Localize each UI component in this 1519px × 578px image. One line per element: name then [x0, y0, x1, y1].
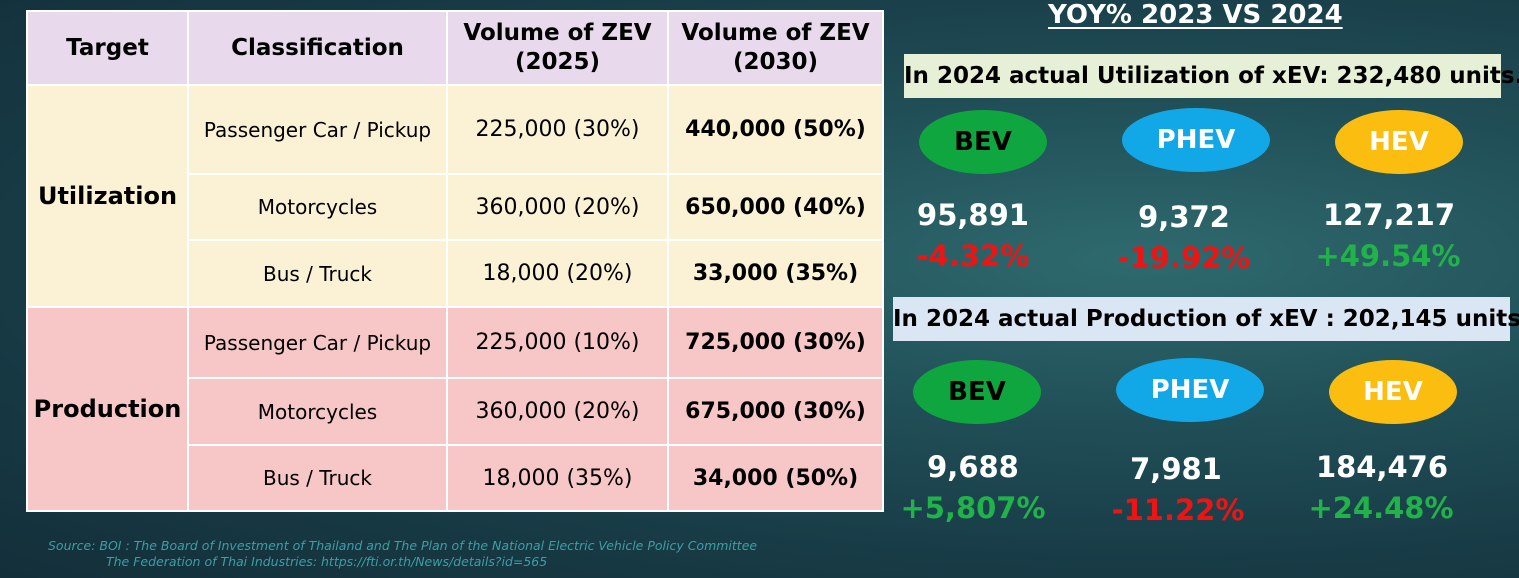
production-phev-pill: PHEV [1116, 358, 1264, 422]
table-row: Production Passenger Car / Pickup 225,00… [26, 306, 884, 512]
volume-2025-cell: 18,000 (20%) [446, 239, 669, 308]
volume-2025-cell: 18,000 (35%) [446, 444, 669, 512]
utilization-bev-value: 95,891 [917, 198, 1029, 232]
volume-2025-cell: 360,000 (20%) [446, 377, 669, 446]
classification-cell: Passenger Car / Pickup [187, 306, 448, 379]
target-production: Production [26, 306, 189, 512]
volume-2030-cell: 34,000 (50%) [667, 444, 884, 512]
volume-2030-cell: 33,000 (35%) [667, 239, 884, 308]
production-section: Production Passenger Car / Pickup 225,00… [26, 306, 884, 512]
production-hev-change: +24.48% [1308, 491, 1454, 525]
target-utilization: Utilization [26, 84, 189, 308]
volume-2025-cell: 360,000 (20%) [446, 173, 669, 241]
production-bev-change: +5,807% [900, 491, 1046, 525]
utilization-banner: In 2024 actual Utilization of xEV: 232,4… [904, 54, 1519, 98]
source-line-1: Source: BOI : The Board of Investment of… [48, 538, 758, 553]
volume-2030-cell: 725,000 (30%) [667, 306, 884, 379]
utilization-bev-pill: BEV [919, 110, 1047, 174]
production-phev-value: 7,981 [1130, 452, 1222, 486]
header-volume-2025: Volume of ZEV (2025) [446, 10, 669, 86]
table-row: Motorcycles 360,000 (20%) 650,000 (40%) [27, 173, 884, 241]
table-row: Motorcycles 360,000 (20%) 675,000 (30%) [27, 377, 884, 446]
utilization-phev-pill: PHEV [1122, 108, 1270, 172]
header-classification: Classification [187, 10, 448, 86]
volume-2030-cell: 650,000 (40%) [667, 173, 884, 241]
volume-2025-cell: 225,000 (10%) [446, 306, 669, 379]
table-row: Bus / Truck 18,000 (20%) 33,000 (35%) [27, 239, 884, 308]
utilization-phev-value: 9,372 [1138, 200, 1230, 234]
utilization-hev-value: 127,217 [1322, 198, 1456, 232]
classification-cell: Bus / Truck [187, 239, 448, 308]
classification-cell: Motorcycles [187, 173, 448, 241]
classification-cell: Passenger Car / Pickup [187, 84, 448, 175]
header-target: Target [26, 10, 189, 86]
zev-targets-table: Target Classification Volume of ZEV (202… [26, 10, 884, 512]
production-bev-pill: BEV [913, 360, 1041, 424]
classification-cell: Bus / Truck [187, 444, 448, 512]
utilization-section: Utilization Passenger Car / Pickup 225,0… [26, 84, 884, 308]
utilization-hev-change: +49.54% [1315, 239, 1461, 273]
source-note: Source: BOI : The Board of Investment of… [48, 538, 757, 570]
classification-cell: Motorcycles [187, 377, 448, 446]
table-header-row: Target Classification Volume of ZEV (202… [26, 10, 884, 86]
volume-2030-cell: 440,000 (50%) [667, 84, 884, 175]
utilization-bev-change: -4.32% [916, 239, 1030, 273]
production-bev-value: 9,688 [927, 450, 1019, 484]
header-volume-2030: Volume of ZEV (2030) [667, 10, 884, 86]
yoy-title: YOY% 2023 VS 2024 [1048, 0, 1343, 30]
volume-2030-cell: 675,000 (30%) [667, 377, 884, 446]
production-hev-value: 184,476 [1315, 450, 1449, 484]
utilization-hev-pill: HEV [1335, 110, 1463, 174]
production-banner: In 2024 actual Production of xEV : 202,1… [893, 297, 1519, 341]
table-row: Utilization Passenger Car / Pickup 225,0… [26, 84, 884, 308]
production-hev-pill: HEV [1329, 360, 1457, 424]
table-row: Bus / Truck 18,000 (35%) 34,000 (50%) [27, 444, 884, 512]
volume-2025-cell: 225,000 (30%) [446, 84, 669, 175]
utilization-phev-change: -19.92% [1117, 241, 1251, 275]
source-line-2: The Federation of Thai Industries: https… [106, 554, 548, 569]
production-phev-change: -11.22% [1111, 493, 1245, 527]
